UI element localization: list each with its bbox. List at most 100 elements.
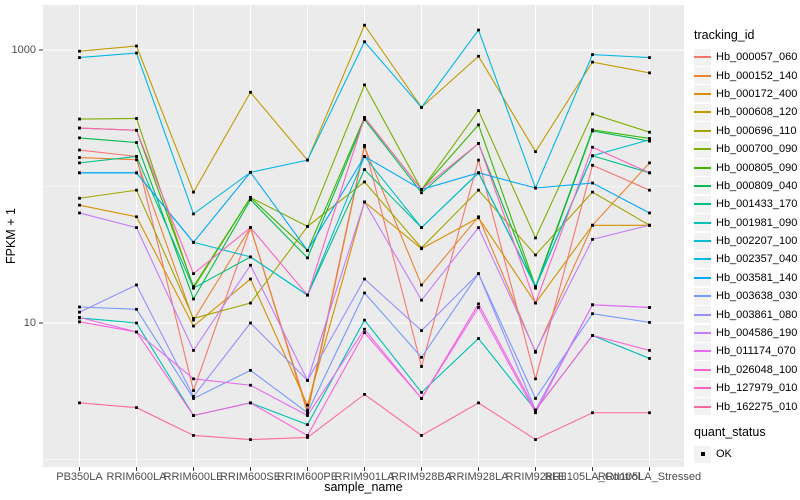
data-point [306,403,309,407]
data-point [192,414,195,417]
legend-key-box [694,67,711,85]
data-point [420,397,423,400]
data-point [420,434,423,437]
data-point [249,383,252,387]
data-point [306,434,309,437]
data-point [306,293,309,297]
data-point [363,155,366,158]
legend-item-label: Hb_000696_110 [716,124,797,137]
data-point [192,377,195,381]
legend-item-label: Hb_000152_140 [716,69,798,82]
data-point [477,337,480,340]
legend-line-swatch [694,111,711,114]
data-point [477,401,480,405]
data-point [192,297,195,301]
legend-item-Hb_162275_010: Hb_162275_010 [694,397,798,416]
data-point [192,397,195,400]
legend-key-box [694,48,711,66]
data-point [135,321,138,325]
data-point [591,154,594,158]
data-point [648,171,651,175]
data-point [135,188,138,192]
legend-tracking-items: Hb_000057_060 Hb_000152_140 Hb_000172_400 H… [694,48,798,416]
data-point [306,414,309,417]
data-point [135,51,138,55]
data-point [135,158,138,162]
legend-title-tracking-id: tracking_id [694,28,755,42]
data-point [192,434,195,437]
data-point [591,334,594,337]
data-point [477,272,480,276]
y-tick-label: 1000 [11,44,36,56]
x-tick-label: PB350LA [56,471,103,483]
x-tick-label: RRIM600LE [163,471,224,483]
data-point [420,188,423,191]
data-point [591,181,594,185]
legend-item-label: Hb_002207_100 [716,235,798,248]
legend-item-label: Hb_011174_070 [716,345,796,358]
data-point [477,302,480,306]
data-point [135,406,138,410]
data-point [363,180,366,184]
data-point [78,305,81,309]
data-point [363,318,366,322]
data-point [135,171,138,175]
legend-key-box [694,306,711,324]
data-point [591,303,594,307]
data-point [78,203,81,207]
legend-item-Hb_002357_040: Hb_002357_040 [694,250,798,268]
data-point [591,237,594,241]
data-point [591,129,594,133]
y-axis-title: FPKM + 1 [4,208,18,264]
data-point [306,423,309,427]
data-point [477,216,480,220]
data-point [135,283,138,287]
data-point [78,196,81,200]
data-point [477,109,480,112]
data-point [306,249,309,252]
legend-item-Hb_003638_030: Hb_003638_030 [694,287,798,305]
legend-item-label: Hb_001433_170 [716,198,798,211]
data-point [192,240,195,244]
legend-line-swatch [694,92,711,95]
x-tick-label: RRIM928LA [448,471,509,483]
data-point [78,126,81,130]
legend-item-label: Hb_000172_400 [716,87,798,100]
data-point [249,277,252,281]
data-point [477,123,480,127]
legend-line-swatch [694,332,711,335]
data-point [648,411,651,415]
data-point [249,401,252,405]
legend-item-Hb_000152_140: Hb_000152_140 [694,66,798,85]
data-point [78,315,81,319]
legend-item-label: Hb_002357_040 [716,253,798,266]
data-point [192,394,195,398]
legend-key-box [694,122,711,140]
legend-item-label: Hb_004586_190 [716,327,798,340]
legend-line-swatch [694,74,711,77]
data-point [135,155,138,158]
legend-key-box [694,103,711,121]
data-point [648,71,651,75]
data-point [249,301,252,305]
legend-line-swatch [694,368,711,371]
data-point [648,161,651,165]
data-point [591,163,594,167]
data-point [78,148,81,152]
data-point [534,236,537,240]
data-point [420,391,423,394]
x-tick-label: RRIM928BA [390,471,453,483]
data-point [534,150,537,154]
legend-line-swatch [694,203,711,206]
legend-item-Hb_127979_010: Hb_127979_010 [694,379,798,397]
data-point [249,226,252,229]
legend-item-label: Hb_000608_120 [716,106,798,119]
data-point [420,365,423,368]
x-tick-label: RRIM928LE [505,471,566,483]
data-point [363,23,366,27]
data-point [192,190,195,194]
legend-item-Hb_011174_070: Hb_011174_070 [694,342,798,360]
legend-item-Hb_000805_090: Hb_000805_090 [694,158,798,177]
legend-item-Hb_000608_120: Hb_000608_120 [694,103,798,121]
